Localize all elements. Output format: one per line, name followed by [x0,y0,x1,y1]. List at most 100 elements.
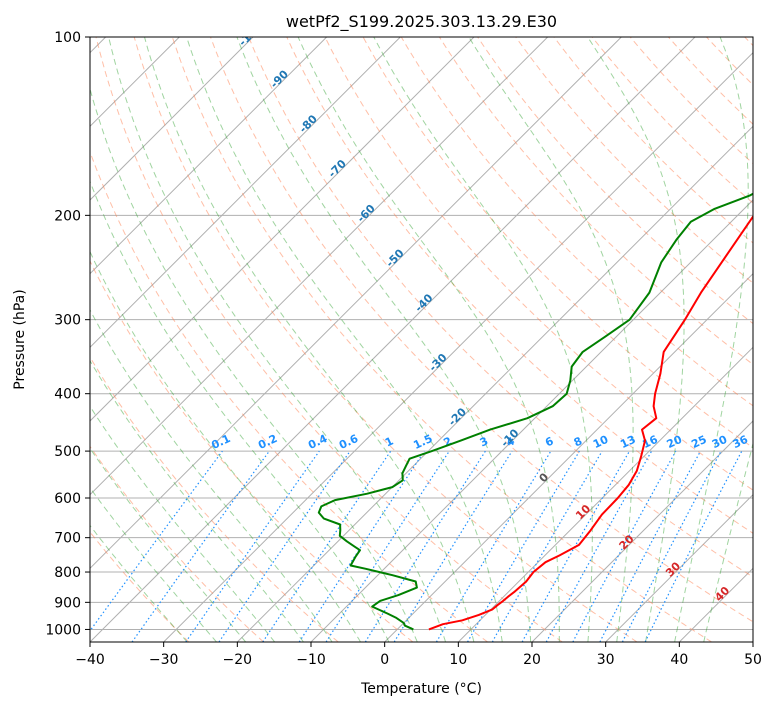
mixing-ratio-line [298,450,425,642]
x-tick-label: 0 [380,652,389,668]
isotherm-label: -30 [426,351,449,374]
isotherm-label: -100 [236,20,265,49]
moist-adiabat-line [236,37,532,642]
mixing-ratio-line [131,450,270,642]
moist-adiabat-line [373,37,593,642]
moist-adiabat-line [297,37,560,642]
dry-adiabat-line [133,37,638,642]
mixing-ratio-line [521,450,631,642]
moist-adiabat-line [587,37,685,642]
isotherm-label: -80 [297,112,320,135]
dry-adiabat-line [286,37,753,534]
y-tick-label: 400 [54,387,81,403]
moist-adiabat-line [90,359,304,642]
isotherm-line [90,37,401,349]
isotherm-line [90,37,328,275]
isotherm-line [236,125,753,642]
moist-adiabat-line [90,308,333,642]
x-tick-label: 30 [597,652,615,668]
x-tick-label: 20 [523,652,541,668]
dry-adiabat-line [210,37,753,623]
dry-adiabat-line [90,445,264,642]
plot-frame [89,36,754,643]
mixing-ratio-line [185,450,320,642]
moist-adiabat-line [90,524,188,642]
mixing-ratio-label: 20 [665,433,685,451]
isotherm-label: -10 [498,426,521,449]
isotherm-line [90,37,622,570]
y-axis-label: Pressure (hPa) [12,289,28,389]
x-tick-label: 50 [744,652,762,668]
mixing-ratio-label: 8 [572,434,584,449]
y-tick-label: 900 [54,595,81,611]
x-tick-labels: −40 −30 −20 −10 0 10 20 30 40 50 [75,642,762,668]
mixing-ratio-label: 25 [689,433,708,451]
dry-adiabat-line [90,259,414,642]
isotherm-line [163,51,753,642]
chart-title: wetPf2_S199.2025.303.13.29.E30 [286,12,557,32]
moist-adiabat-label: 40 [712,584,732,604]
mixing-ratio-line [90,450,223,632]
y-tick-label: 100 [54,30,81,46]
mixing-ratio-label: 13 [618,433,637,451]
isotherm-line [605,493,753,642]
x-axis-label: Temperature (°C) [360,681,482,697]
mixing-ratio-line [218,450,351,642]
dry-adiabat-line [515,37,753,284]
moist-adiabat-line [186,37,503,642]
x-tick-label: 40 [670,652,688,668]
moist-adiabat-line [90,180,390,642]
moist-adiabat-line [90,405,276,642]
y-tick-label: 200 [54,208,81,224]
mixing-ratio-label: 36 [731,433,751,451]
mixing-ratio-line [325,450,450,642]
isotherm-line [90,37,549,496]
dry-adiabat-line [90,150,488,642]
dry-adiabat-line [668,37,753,125]
background-lines: 0.1 0.2 0.4 0.6 1 1.5 2 3 4 6 8 10 13 16 20 25 30 36-100-… [90,20,753,642]
x-tick-label: −20 [223,652,253,668]
mixing-ratio-label: 1 [383,434,395,449]
y-tick-label: 1000 [45,622,81,638]
moist-adiabat-line [144,37,475,642]
y-tick-label: 600 [54,491,81,507]
mixing-ratio-label: 6 [543,434,556,449]
dry-adiabat-line [90,531,190,642]
dry-adiabat-line [248,37,753,578]
moist-adiabat-line [90,487,217,642]
moist-adiabat-line [674,37,749,642]
isotherm-line [384,272,753,642]
mixing-ratio-label: 16 [640,433,660,451]
moist-adiabat-label: 30 [663,559,683,579]
mixing-ratio-label: 10 [591,433,611,451]
isotherm-label: -70 [326,157,349,180]
isotherm-line [752,641,753,642]
moist-adiabat-label: 20 [617,532,637,552]
dry-adiabat-line [324,37,753,491]
x-tick-label: 10 [449,652,467,668]
mixing-ratio-label: 30 [710,433,730,451]
mixing-ratio-label: 3 [478,434,490,449]
temperature-line [428,214,753,631]
dry-adiabat-line [171,37,712,642]
isotherm-label: -20 [446,405,469,428]
isotherm-line [90,37,475,422]
x-tick-label: −40 [75,652,105,668]
dry-adiabat-line [744,37,753,47]
y-tick-labels: 100 200 300 400 500 600 700 800 900 1000 [45,30,90,638]
mixing-ratio-line [572,450,677,642]
mixing-ratio-line [364,450,486,642]
moist-adiabat-line [90,87,418,642]
dry-adiabat-line [90,356,339,642]
moist-adiabat-line [703,441,753,642]
y-tick-label: 300 [54,313,81,329]
mixing-ratio-line [393,450,513,642]
moist-adiabat-line [90,447,247,642]
mixing-ratio-label: 0.1 [209,432,232,452]
y-tick-label: 800 [54,565,81,581]
x-tick-label: −10 [296,652,326,668]
dry-adiabat-line [553,37,753,244]
isotherm-line [457,346,753,642]
isotherm-line [531,420,753,642]
